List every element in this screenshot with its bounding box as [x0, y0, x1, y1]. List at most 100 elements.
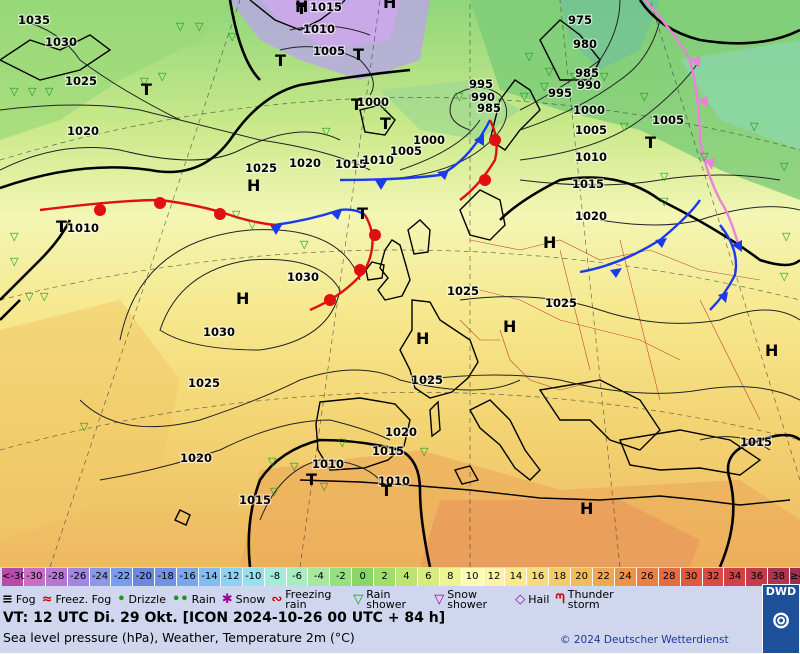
low-pressure-center: T — [56, 217, 67, 236]
low-pressure-center: T — [306, 470, 317, 489]
rain-shower-icon: ▽ — [248, 218, 257, 231]
isobar-label: 1010 — [362, 153, 394, 167]
temperature-scale-cell: 12 — [483, 568, 506, 586]
weather-legend-label: Rain shower — [366, 588, 406, 611]
rain-shower-icon: ▽ — [322, 125, 331, 138]
isobar-label: 1005 — [390, 144, 422, 158]
weather-legend-item: •• Rain — [172, 590, 216, 610]
temperature-scale-cell: 38 — [768, 568, 791, 586]
temperature-scale-cell: -12 — [220, 568, 243, 586]
temperature-scale-cell: -26 — [67, 568, 90, 586]
isobar-label-halo: 1005 — [652, 113, 684, 127]
weather-symbol-icon: ≈ — [41, 592, 53, 607]
high-pressure-center: H — [503, 317, 516, 336]
temperature-scale-cell: -2 — [330, 568, 353, 586]
temperature-scale-cell: <-30 — [2, 568, 27, 586]
rain-shower-icon: ▽ — [80, 420, 89, 433]
low-pressure-center: T — [353, 45, 364, 64]
isobar-label: 1020 — [385, 425, 417, 439]
weather-legend-item: ✱ Snow — [222, 590, 266, 610]
isobar-label: 1005 — [652, 113, 684, 127]
isobar-label: 1010 — [67, 221, 99, 235]
isobar-label: 1015 — [335, 157, 367, 171]
rain-shower-icon: ▽ — [525, 50, 534, 63]
isobar-label-halo: 1025 — [245, 161, 277, 175]
swirl-icon: ⊚ — [770, 606, 792, 634]
low-pressure-center: T — [296, 0, 307, 18]
isobar-label-halo: 1030 — [203, 325, 235, 339]
weather-legend-label: Rain — [191, 593, 216, 606]
isobar-label-halo: 1020 — [385, 425, 417, 439]
isobar-label-halo: 1010 — [312, 457, 344, 471]
isobar-label-halo: 1000 — [573, 103, 605, 117]
rain-shower-icon: ▽ — [338, 436, 347, 449]
isobar-label-halo: 1025 — [411, 373, 443, 387]
weather-symbol-icon: • — [117, 592, 126, 607]
isobar-label-halo: 990 — [577, 78, 601, 92]
temperature-scale-cell: -18 — [155, 568, 178, 586]
isobar-label-halo: 1010 — [362, 153, 394, 167]
rain-shower-icon: ▽ — [232, 208, 241, 221]
isobar-label-halo: 1015 — [572, 177, 604, 191]
low-pressure-center: T — [275, 51, 286, 70]
temperature-scale-cell: 30 — [680, 568, 703, 586]
temperature-scale-cell: 16 — [527, 568, 550, 586]
temperature-scale-cell: 22 — [593, 568, 615, 586]
temperature-scale-cell: -14 — [199, 568, 221, 586]
isobar-label: 1015 — [310, 0, 342, 14]
temperature-scale-cell: 6 — [417, 568, 440, 586]
high-pressure-center: H — [580, 499, 593, 518]
weather-symbol-icon: ∾ — [271, 592, 283, 607]
isobar-label: 980 — [573, 37, 597, 51]
low-pressure-center: T — [357, 204, 368, 223]
weather-legend-item: ▽ Rain shower — [353, 588, 428, 611]
weather-legend-item: ∾ Freezing rain — [271, 588, 347, 611]
description-line: Sea level pressure (hPa), Weather, Tempe… — [3, 630, 355, 645]
rain-shower-icon: ▽ — [520, 90, 529, 103]
high-pressure-center: H — [765, 341, 778, 360]
low-pressure-center: T — [141, 80, 152, 99]
isobar-label: 1020 — [67, 124, 99, 138]
temperature-scale-cell: -4 — [308, 568, 331, 586]
weather-legend-label: Freezing rain — [285, 588, 332, 611]
rain-shower-icon: ▽ — [140, 75, 149, 88]
rain-shower-icon: ▽ — [195, 20, 204, 33]
temperature-scale-cell: 32 — [702, 568, 725, 586]
isobar-label-halo: 1015 — [239, 493, 271, 507]
weather-symbol-icon: ᘉ — [555, 592, 565, 607]
rain-shower-icon: ▽ — [10, 85, 19, 98]
isobar-label-halo: 1025 — [65, 74, 97, 88]
temperature-scale-cell: -6 — [286, 568, 309, 586]
isobar-label-halo: 980 — [573, 37, 597, 51]
rain-shower-icon: ▽ — [28, 85, 37, 98]
weather-legend-item: ◇ Hail — [515, 590, 549, 610]
temperature-scale-cell: -22 — [111, 568, 134, 586]
isobar-label-halo: 1020 — [67, 124, 99, 138]
isobar-label-halo: 1005 — [575, 123, 607, 137]
rain-shower-icon: ▽ — [270, 485, 279, 498]
isobar-label: 1035 — [18, 13, 50, 27]
weather-symbol-icon: ◇ — [515, 592, 526, 607]
isobar-label-halo: 975 — [568, 13, 592, 27]
rain-shower-icon: ▽ — [420, 445, 429, 458]
weather-legend-label: Drizzle — [128, 593, 166, 606]
isobar-label-halo: 1025 — [188, 376, 220, 390]
isobar-label-halo: 990 — [471, 90, 495, 104]
isobar-label: 1030 — [203, 325, 235, 339]
isobar-label-halo: 995 — [548, 86, 572, 100]
rain-shower-icon: ▽ — [700, 150, 709, 163]
isobar-label: 1025 — [245, 161, 277, 175]
rain-shower-icon: ▽ — [640, 90, 649, 103]
isobar-label: 1020 — [575, 209, 607, 223]
isobar-label-halo: 1010 — [575, 150, 607, 164]
temperature-scale-cell: 24 — [614, 568, 637, 586]
isobar-label-halo: 1035 — [18, 13, 50, 27]
weather-legend-label: Hail — [528, 593, 550, 606]
temperature-scale-cell: 20 — [571, 568, 594, 586]
isobar-label-halo: 985 — [575, 66, 599, 80]
weather-legend: ≡ Fog ≈ Freez. Fog • Drizzle •• Rain ✱ Snow ∾ Freez… — [2, 588, 762, 611]
isobar-label-halo: 1015 — [310, 0, 342, 14]
temperature-scale-cell: -20 — [133, 568, 156, 586]
temperature-scale-cell: -10 — [242, 568, 265, 586]
rain-shower-icon: ▽ — [620, 120, 629, 133]
